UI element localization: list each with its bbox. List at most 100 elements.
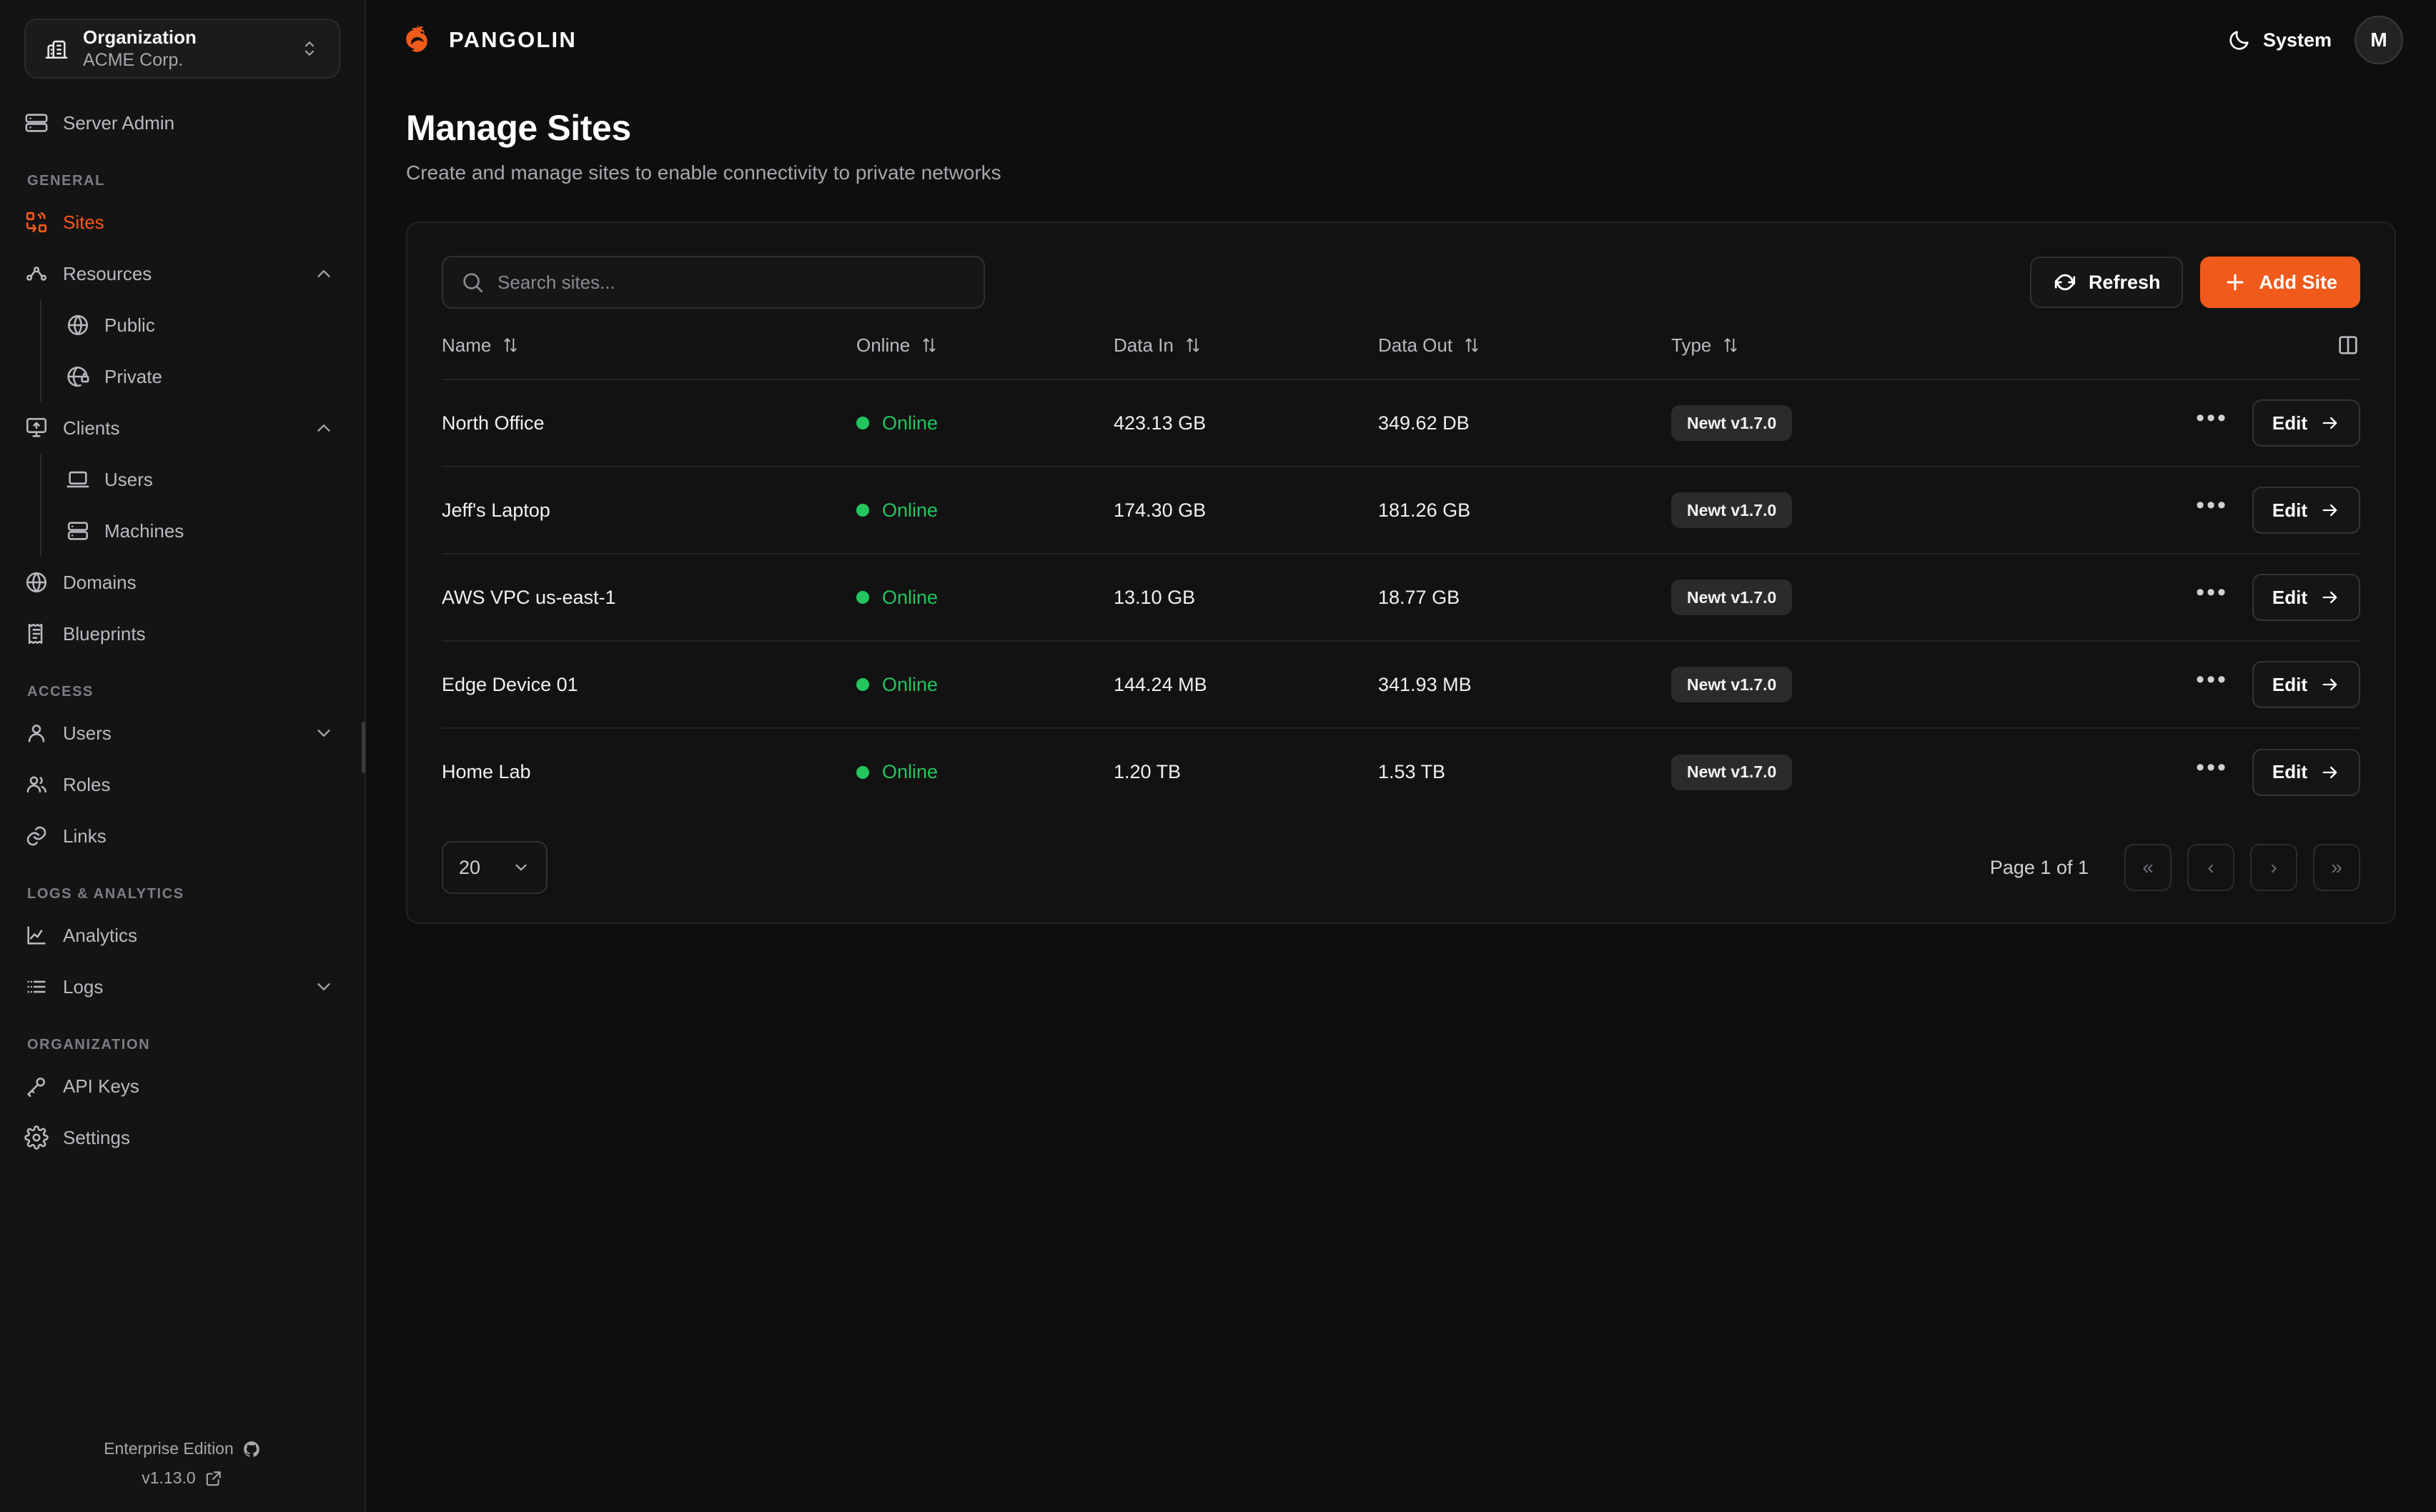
chart-line-icon [24,923,49,948]
table-header-row: Name Online [442,333,2360,379]
row-more-button[interactable]: ••• [2196,579,2228,607]
sidebar-item-label: Analytics [63,924,138,946]
edit-button[interactable]: Edit [2252,661,2360,708]
table-row[interactable]: Jeff's Laptop Online 174.30 GB 181.26 GB… [442,466,2360,554]
table-row[interactable]: AWS VPC us-east-1 Online 13.10 GB 18.77 … [442,553,2360,641]
sidebar-item-domains[interactable]: Domains [24,557,340,608]
type-badge: Newt v1.7.0 [1671,754,1793,790]
sidebar-item-private[interactable]: Private [41,351,340,402]
sort-arrows-icon[interactable] [1184,336,1202,354]
sidebar-item-label: Users [63,722,112,744]
refresh-button[interactable]: Refresh [2029,257,2184,308]
sort-arrows-icon[interactable] [1721,336,1740,354]
column-header-type[interactable]: Type [1671,333,2071,379]
column-header-data-out[interactable]: Data Out [1378,333,1671,379]
sites-card: Refresh Add Site Name [406,222,2396,924]
next-page-button[interactable]: › [2250,844,2297,891]
cell-data-in: 1.20 TB [1114,727,1378,815]
sidebar-subgroup-clients: Users Machines [40,454,340,557]
column-header-name[interactable]: Name [442,333,856,379]
sidebar-item-label: Sites [63,211,104,233]
first-page-button[interactable]: « [2124,844,2172,891]
sidebar-item-machines[interactable]: Machines [41,505,340,557]
page-size-select[interactable]: 20 [442,841,548,894]
arrow-right-icon [2320,500,2340,520]
chevron-down-icon[interactable] [313,722,335,744]
row-more-button[interactable]: ••• [2196,753,2228,781]
status-badge: Online [882,761,939,782]
page-header: Manage Sites Create and manage sites to … [366,80,2436,184]
table-row[interactable]: North Office Online 423.13 GB 349.62 DB … [442,379,2360,467]
cell-data-out: 1.53 TB [1378,727,1671,815]
chevron-down-icon[interactable] [313,976,335,998]
row-more-button[interactable]: ••• [2196,492,2228,519]
sidebar: Organization ACME Corp. Server Admin [0,0,366,1512]
table-row[interactable]: Edge Device 01 Online 144.24 MB 341.93 M… [442,640,2360,728]
page-size-value: 20 [459,856,481,878]
theme-toggle-button[interactable]: System [2227,28,2332,52]
edit-label: Edit [2272,761,2307,782]
prev-page-button[interactable]: ‹ [2187,844,2234,891]
edit-button[interactable]: Edit [2252,574,2360,621]
sidebar-item-api-keys[interactable]: API Keys [24,1060,340,1112]
edit-button[interactable]: Edit [2252,487,2360,534]
sort-arrows-icon[interactable] [920,336,939,354]
sidebar-item-analytics[interactable]: Analytics [24,910,340,961]
edit-button[interactable]: Edit [2252,399,2360,447]
server-icon [24,111,49,135]
sidebar-item-public[interactable]: Public [41,299,340,351]
external-link-icon[interactable] [204,1469,223,1488]
add-site-button[interactable]: Add Site [2200,257,2360,308]
edit-label: Edit [2272,412,2307,434]
cell-data-in: 423.13 GB [1114,379,1378,467]
brand[interactable]: PANGOLIN [399,21,577,59]
search-input[interactable] [497,271,966,294]
sidebar-item-label: API Keys [63,1075,139,1097]
column-label: Type [1671,334,1712,356]
row-more-button[interactable]: ••• [2196,666,2228,694]
edit-button[interactable]: Edit [2252,748,2360,796]
sidebar-item-client-users[interactable]: Users [41,454,340,505]
column-header-online[interactable]: Online [856,333,1114,379]
sidebar-scrollbar[interactable] [362,722,365,773]
sidebar-item-clients[interactable]: Clients [24,402,340,454]
plus-icon [2223,270,2247,294]
org-name: ACME Corp. [83,49,184,70]
org-switcher[interactable]: Organization ACME Corp. [24,19,340,79]
sidebar-item-logs[interactable]: Logs [24,961,340,1013]
cell-data-out: 181.26 GB [1378,466,1671,554]
search-box[interactable] [442,256,985,309]
version-line[interactable]: v1.13.0 [142,1468,222,1488]
cell-online: Online [856,553,1114,641]
sidebar-item-settings[interactable]: Settings [24,1112,340,1163]
avatar[interactable]: M [2355,16,2403,64]
edition-line[interactable]: Enterprise Edition [104,1439,261,1458]
edit-label: Edit [2272,673,2307,695]
sort-arrows-icon[interactable] [1462,336,1481,354]
sidebar-item-label: Settings [63,1126,130,1148]
sort-arrows-icon[interactable] [501,336,520,354]
sidebar-item-blueprints[interactable]: Blueprints [24,608,340,660]
columns-icon[interactable] [2336,333,2360,357]
sidebar-item-label: Domains [63,571,137,593]
chevron-up-down-icon [299,38,320,59]
row-more-button[interactable]: ••• [2196,404,2228,432]
moon-icon [2227,28,2252,52]
edit-label: Edit [2272,586,2307,608]
sidebar-item-links[interactable]: Links [24,810,340,862]
cell-type: Newt v1.7.0 [1671,379,2071,467]
sidebar-item-server-admin[interactable]: Server Admin [24,97,340,149]
chevron-up-icon[interactable] [313,417,335,439]
status-dot-icon [856,765,869,779]
chevron-up-icon[interactable] [313,263,335,284]
last-page-button[interactable]: » [2313,844,2360,891]
sidebar-item-resources[interactable]: Resources [24,248,340,299]
sidebar-item-roles[interactable]: Roles [24,759,340,810]
sidebar-item-users[interactable]: Users [24,707,340,759]
github-icon[interactable] [242,1440,261,1458]
table-row[interactable]: Home Lab Online 1.20 TB 1.53 TB Newt v1.… [442,727,2360,815]
globe-icon [24,570,49,595]
sidebar-item-sites[interactable]: Sites [24,197,340,248]
arrow-right-icon [2320,762,2340,782]
column-header-data-in[interactable]: Data In [1114,333,1378,379]
